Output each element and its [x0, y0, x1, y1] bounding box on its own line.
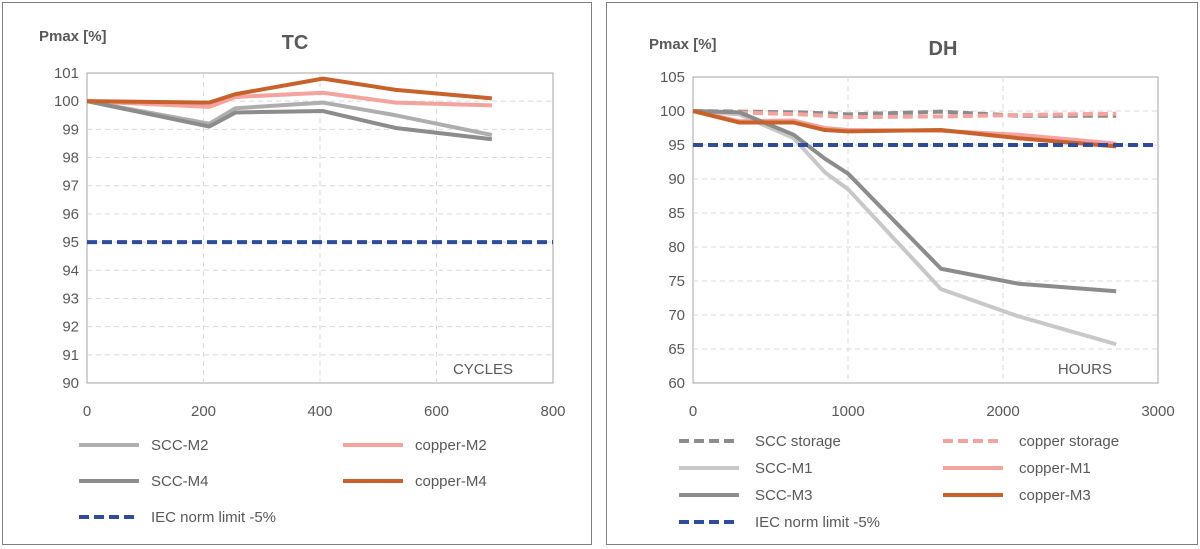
dh-legend-label-copper-storage: copper storage	[1019, 433, 1119, 450]
dh-y-tick-label: 60	[668, 375, 685, 392]
tc-x-tick-label: 600	[424, 403, 449, 420]
tc-legend-label-scc-m4: SCC-M4	[151, 473, 209, 490]
dh-legend-label-copper-m1: copper-M1	[1019, 460, 1091, 477]
dh-series-line-scc-m1	[692, 109, 1117, 347]
tc-legend: SCC-M2 copper-M2 SCC-M4 copper-M4 IEC norm l…	[79, 437, 487, 526]
dh-series-line-copper-storage	[692, 109, 1117, 120]
tc-y-tick-label: 99	[62, 121, 79, 138]
tc-y-tick-label: 92	[62, 319, 79, 336]
dh-y-tick-label: 95	[668, 137, 685, 154]
tc-chart-title: TC	[282, 32, 309, 54]
tc-x-tick-label: 0	[83, 403, 91, 420]
tc-y-axis-label: Pmax [%]	[39, 28, 107, 45]
dh-y-tick-label: 80	[668, 239, 685, 256]
tc-y-tick-label: 94	[62, 262, 79, 279]
tc-x-tick-label: 200	[191, 403, 216, 420]
dh-y-tick-label: 100	[660, 103, 685, 120]
dh-plot-area	[692, 76, 1159, 384]
tc-chart: Pmax [%] TC CYCLES 90 91 92 93 94 95 96 97 98 99 1…	[39, 28, 566, 526]
dh-chart: Pmax [%] DH HOURS 60 65 70 75 80 85 90 95 100 105…	[649, 36, 1175, 531]
dh-legend-label-iec-norm-limit-5: IEC norm limit -5%	[755, 514, 880, 531]
dh-series-line-scc-m3	[692, 109, 1117, 294]
dh-x-tick-label: 1000	[831, 403, 864, 420]
tc-series-line-scc-m2	[86, 99, 493, 137]
tc-series-line-copper-m4	[86, 76, 493, 105]
dh-legend: SCC storage copper storage SCC-M1 copper-M1…	[679, 433, 1119, 531]
tc-legend-label-copper-m4: copper-M4	[415, 473, 487, 490]
dh-series-line-copper-m3	[692, 109, 1117, 149]
tc-legend-label-copper-m2: copper-M2	[415, 437, 487, 454]
dh-y-tick-label: 70	[668, 307, 685, 324]
dh-chart-title: DH	[929, 38, 958, 60]
tc-y-tick-label: 101	[54, 65, 79, 82]
dh-x-axis-unit: HOURS	[1058, 361, 1112, 378]
dh-x-tick-label: 0	[689, 403, 697, 420]
dh-y-tick-label: 65	[668, 341, 685, 358]
dh-y-tick-label: 85	[668, 205, 685, 222]
dh-chart-panel: Pmax [%] DH HOURS 60 65 70 75 80 85 90 95 100 105…	[606, 2, 1198, 545]
dh-legend-label-scc-m1: SCC-M1	[755, 460, 813, 477]
dh-legend-label-scc-m3: SCC-M3	[755, 487, 813, 504]
tc-y-tick-label: 95	[62, 234, 79, 251]
dh-x-tick-label: 3000	[1141, 403, 1174, 420]
tc-chart-panel: Pmax [%] TC CYCLES 90 91 92 93 94 95 96 97 98 99 1…	[2, 2, 592, 545]
dh-legend-label-copper-m3: copper-M3	[1019, 487, 1091, 504]
dh-legend-label-scc-storage: SCC storage	[755, 433, 841, 450]
dh-y-tick-label: 90	[668, 171, 685, 188]
tc-y-tick-label: 90	[62, 375, 79, 392]
dh-y-axis-label: Pmax [%]	[649, 36, 717, 53]
tc-y-tick-label: 91	[62, 347, 79, 364]
dh-x-tick-label: 2000	[986, 403, 1019, 420]
tc-y-tick-label: 93	[62, 290, 79, 307]
tc-y-tick-label: 100	[54, 93, 79, 110]
tc-x-tick-label: 800	[540, 403, 565, 420]
tc-y-tick-label: 96	[62, 206, 79, 223]
tc-legend-label-iec-norm-limit-5: IEC norm limit -5%	[151, 509, 276, 526]
dh-y-tick-label: 105	[660, 69, 685, 86]
tc-series-line-scc-m4	[86, 99, 493, 142]
tc-series-line-copper-m2	[86, 90, 492, 109]
tc-x-axis-unit: CYCLES	[453, 361, 513, 378]
tc-legend-label-scc-m2: SCC-M2	[151, 437, 209, 454]
tc-plot-area	[86, 72, 554, 384]
tc-y-tick-label: 98	[62, 150, 79, 167]
dh-y-tick-label: 75	[668, 273, 685, 290]
tc-x-tick-label: 400	[307, 403, 332, 420]
tc-y-tick-label: 97	[62, 178, 79, 195]
dh-plot-border	[692, 76, 1159, 384]
